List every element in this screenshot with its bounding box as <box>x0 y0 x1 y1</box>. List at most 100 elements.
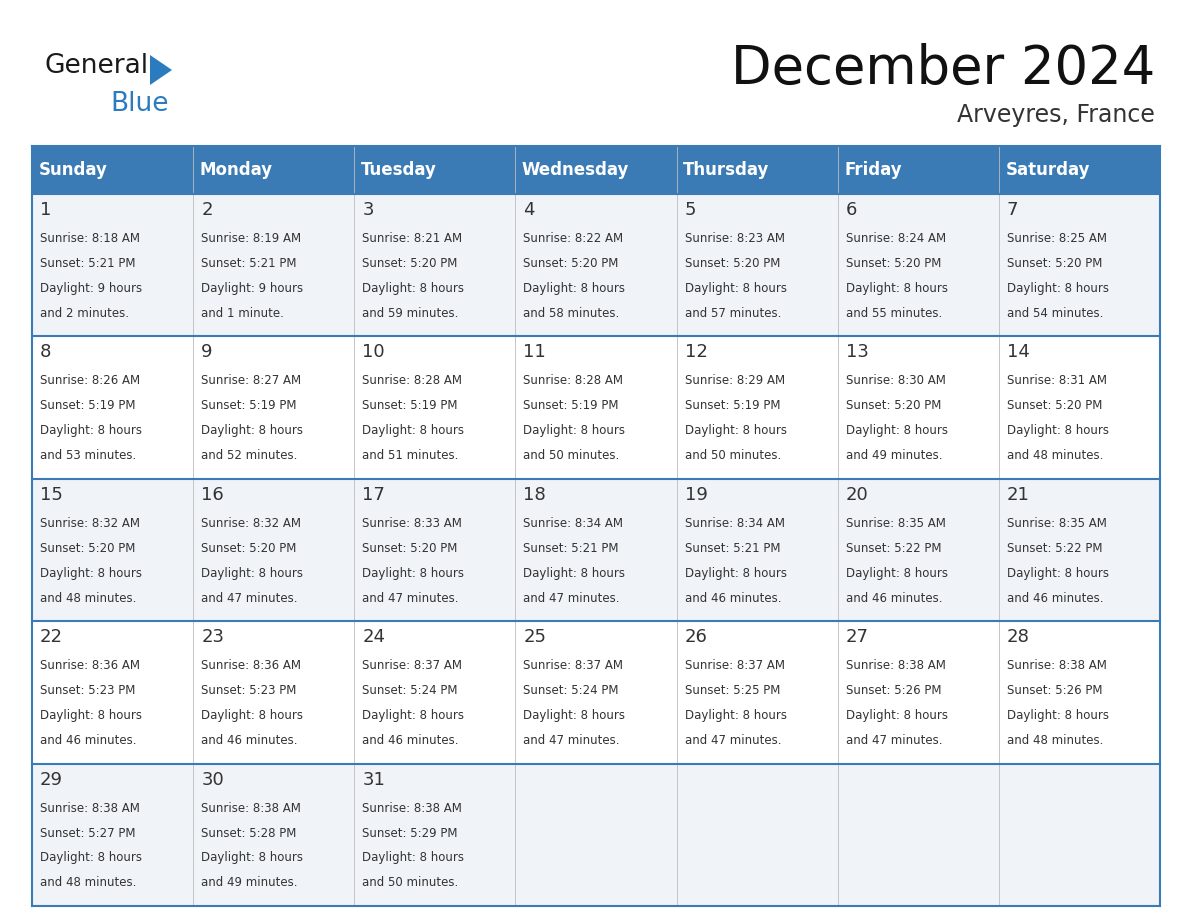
Text: Sunset: 5:24 PM: Sunset: 5:24 PM <box>524 684 619 697</box>
Text: Sunset: 5:20 PM: Sunset: 5:20 PM <box>846 257 941 270</box>
Text: Sunset: 5:19 PM: Sunset: 5:19 PM <box>201 399 297 412</box>
Text: Sunset: 5:26 PM: Sunset: 5:26 PM <box>846 684 941 697</box>
Text: 23: 23 <box>201 628 225 646</box>
Text: 29: 29 <box>40 770 63 789</box>
Text: 10: 10 <box>362 343 385 362</box>
Text: 17: 17 <box>362 486 385 504</box>
Text: Sunrise: 8:19 AM: Sunrise: 8:19 AM <box>201 232 302 245</box>
Text: and 57 minutes.: and 57 minutes. <box>684 307 781 319</box>
Text: 19: 19 <box>684 486 708 504</box>
Text: Sunset: 5:22 PM: Sunset: 5:22 PM <box>846 542 941 554</box>
Text: Sunrise: 8:36 AM: Sunrise: 8:36 AM <box>201 659 302 672</box>
Text: 3: 3 <box>362 201 374 219</box>
Text: Sunrise: 8:37 AM: Sunrise: 8:37 AM <box>684 659 784 672</box>
Text: and 46 minutes.: and 46 minutes. <box>846 591 942 605</box>
Text: 24: 24 <box>362 628 385 646</box>
Text: Sunrise: 8:30 AM: Sunrise: 8:30 AM <box>846 375 946 387</box>
Text: Arveyres, France: Arveyres, France <box>958 103 1155 127</box>
Text: and 58 minutes.: and 58 minutes. <box>524 307 620 319</box>
Text: Daylight: 8 hours: Daylight: 8 hours <box>846 282 948 295</box>
Text: and 49 minutes.: and 49 minutes. <box>846 449 942 462</box>
Text: and 47 minutes.: and 47 minutes. <box>524 734 620 747</box>
Text: December 2024: December 2024 <box>731 43 1155 95</box>
Text: Sunset: 5:27 PM: Sunset: 5:27 PM <box>40 826 135 840</box>
Bar <box>838 146 999 194</box>
Text: Sunrise: 8:28 AM: Sunrise: 8:28 AM <box>362 375 462 387</box>
Bar <box>194 146 354 194</box>
Text: and 48 minutes.: and 48 minutes. <box>1007 449 1104 462</box>
Text: and 54 minutes.: and 54 minutes. <box>1007 307 1104 319</box>
Text: Daylight: 8 hours: Daylight: 8 hours <box>846 709 948 722</box>
Text: Sunset: 5:25 PM: Sunset: 5:25 PM <box>684 684 781 697</box>
Text: 13: 13 <box>846 343 868 362</box>
Text: and 59 minutes.: and 59 minutes. <box>362 307 459 319</box>
Text: Sunset: 5:20 PM: Sunset: 5:20 PM <box>684 257 781 270</box>
Text: 6: 6 <box>846 201 858 219</box>
Text: Daylight: 8 hours: Daylight: 8 hours <box>684 566 786 579</box>
Text: Daylight: 8 hours: Daylight: 8 hours <box>1007 709 1108 722</box>
Text: Sunrise: 8:29 AM: Sunrise: 8:29 AM <box>684 375 785 387</box>
Text: Sunrise: 8:31 AM: Sunrise: 8:31 AM <box>1007 375 1107 387</box>
Text: Sunset: 5:20 PM: Sunset: 5:20 PM <box>1007 257 1102 270</box>
Text: Sunrise: 8:18 AM: Sunrise: 8:18 AM <box>40 232 140 245</box>
Text: Monday: Monday <box>200 161 273 179</box>
Text: Daylight: 8 hours: Daylight: 8 hours <box>684 709 786 722</box>
Text: Sunset: 5:21 PM: Sunset: 5:21 PM <box>524 542 619 554</box>
Text: Sunset: 5:22 PM: Sunset: 5:22 PM <box>1007 542 1102 554</box>
Text: Sunrise: 8:33 AM: Sunrise: 8:33 AM <box>362 517 462 530</box>
Text: General: General <box>45 53 150 79</box>
Text: Daylight: 8 hours: Daylight: 8 hours <box>1007 282 1108 295</box>
Text: Sunrise: 8:25 AM: Sunrise: 8:25 AM <box>1007 232 1107 245</box>
Text: 7: 7 <box>1007 201 1018 219</box>
Text: Sunset: 5:28 PM: Sunset: 5:28 PM <box>201 826 297 840</box>
Text: Sunset: 5:20 PM: Sunset: 5:20 PM <box>362 257 457 270</box>
Text: 26: 26 <box>684 628 708 646</box>
Text: Daylight: 8 hours: Daylight: 8 hours <box>362 851 465 865</box>
Text: and 48 minutes.: and 48 minutes. <box>1007 734 1104 747</box>
Text: Daylight: 8 hours: Daylight: 8 hours <box>846 566 948 579</box>
Bar <box>354 146 516 194</box>
Text: and 1 minute.: and 1 minute. <box>201 307 284 319</box>
Text: Sunrise: 8:38 AM: Sunrise: 8:38 AM <box>1007 659 1107 672</box>
Text: 2: 2 <box>201 201 213 219</box>
Text: 18: 18 <box>524 486 546 504</box>
Text: and 47 minutes.: and 47 minutes. <box>846 734 942 747</box>
Text: Daylight: 8 hours: Daylight: 8 hours <box>524 282 626 295</box>
Text: Sunrise: 8:35 AM: Sunrise: 8:35 AM <box>1007 517 1107 530</box>
Text: Sunset: 5:20 PM: Sunset: 5:20 PM <box>40 542 135 554</box>
Text: and 46 minutes.: and 46 minutes. <box>362 734 459 747</box>
Bar <box>677 146 838 194</box>
Text: Blue: Blue <box>110 91 169 117</box>
Text: Sunrise: 8:22 AM: Sunrise: 8:22 AM <box>524 232 624 245</box>
Text: Sunrise: 8:37 AM: Sunrise: 8:37 AM <box>362 659 462 672</box>
Text: Sunset: 5:23 PM: Sunset: 5:23 PM <box>40 684 135 697</box>
Text: Daylight: 8 hours: Daylight: 8 hours <box>40 709 143 722</box>
Text: and 51 minutes.: and 51 minutes. <box>362 449 459 462</box>
Text: Thursday: Thursday <box>683 161 770 179</box>
Text: 8: 8 <box>40 343 51 362</box>
Text: Daylight: 8 hours: Daylight: 8 hours <box>846 424 948 437</box>
Text: 16: 16 <box>201 486 225 504</box>
Text: Sunrise: 8:34 AM: Sunrise: 8:34 AM <box>684 517 784 530</box>
Bar <box>32 194 1159 336</box>
Text: Daylight: 8 hours: Daylight: 8 hours <box>524 566 626 579</box>
Text: Saturday: Saturday <box>1005 161 1089 179</box>
Text: and 50 minutes.: and 50 minutes. <box>362 877 459 890</box>
Text: Daylight: 8 hours: Daylight: 8 hours <box>524 709 626 722</box>
Text: 21: 21 <box>1007 486 1030 504</box>
Text: Sunset: 5:19 PM: Sunset: 5:19 PM <box>362 399 457 412</box>
Text: Friday: Friday <box>845 161 902 179</box>
Text: Sunset: 5:19 PM: Sunset: 5:19 PM <box>524 399 619 412</box>
Text: and 47 minutes.: and 47 minutes. <box>684 734 782 747</box>
Text: Sunrise: 8:35 AM: Sunrise: 8:35 AM <box>846 517 946 530</box>
Text: Daylight: 8 hours: Daylight: 8 hours <box>40 424 143 437</box>
Text: 15: 15 <box>40 486 63 504</box>
Text: Daylight: 8 hours: Daylight: 8 hours <box>362 282 465 295</box>
Text: Sunrise: 8:26 AM: Sunrise: 8:26 AM <box>40 375 140 387</box>
Text: Sunrise: 8:38 AM: Sunrise: 8:38 AM <box>40 801 140 814</box>
Text: 11: 11 <box>524 343 546 362</box>
Text: Sunset: 5:20 PM: Sunset: 5:20 PM <box>362 542 457 554</box>
Text: Sunday: Sunday <box>38 161 107 179</box>
Text: Daylight: 8 hours: Daylight: 8 hours <box>684 282 786 295</box>
Text: Sunset: 5:20 PM: Sunset: 5:20 PM <box>201 542 297 554</box>
